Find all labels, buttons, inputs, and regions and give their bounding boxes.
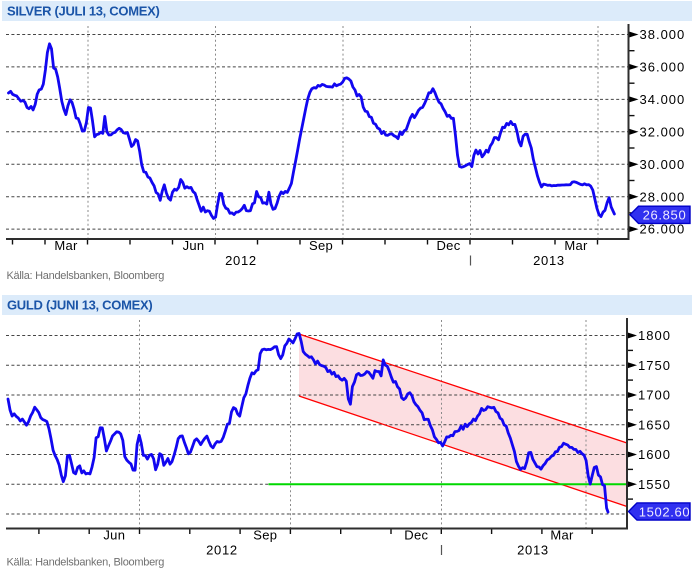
svg-text:1600: 1600 — [638, 447, 671, 462]
svg-text:26.850: 26.850 — [643, 208, 687, 223]
svg-text:2013: 2013 — [533, 253, 565, 268]
svg-text:Mar: Mar — [564, 238, 588, 253]
svg-text:Källa: Handelsbanken, Bloomber: Källa: Handelsbanken, Bloomberg — [7, 557, 165, 569]
svg-text:38.000: 38.000 — [640, 27, 686, 42]
svg-text:Mar: Mar — [54, 238, 78, 253]
svg-text:32.000: 32.000 — [640, 124, 686, 139]
svg-text:28.000: 28.000 — [640, 189, 686, 204]
svg-text:GULD (JUNI 13, COMEX): GULD (JUNI 13, COMEX) — [7, 297, 152, 312]
svg-text:Dec: Dec — [404, 528, 428, 543]
svg-text:SILVER (JULI 13, COMEX): SILVER (JULI 13, COMEX) — [7, 3, 160, 18]
svg-text:Jun: Jun — [183, 238, 205, 253]
svg-text:34.000: 34.000 — [640, 92, 686, 107]
svg-text:1502.60: 1502.60 — [639, 504, 691, 519]
svg-text:1650: 1650 — [638, 417, 671, 432]
svg-text:1800: 1800 — [638, 328, 671, 343]
svg-text:26.000: 26.000 — [640, 222, 686, 237]
svg-text:Dec: Dec — [436, 238, 460, 253]
svg-text:Sep: Sep — [253, 528, 277, 543]
svg-text:1750: 1750 — [638, 358, 671, 373]
svg-text:1700: 1700 — [638, 388, 671, 403]
svg-text:Jun: Jun — [103, 528, 125, 543]
svg-text:36.000: 36.000 — [640, 60, 686, 75]
svg-text:2012: 2012 — [225, 253, 257, 268]
svg-text:2013: 2013 — [517, 543, 549, 558]
svg-text:Sep: Sep — [309, 238, 333, 253]
svg-text:Källa: Handelsbanken, Bloomber: Källa: Handelsbanken, Bloomberg — [7, 270, 165, 282]
svg-text:1550: 1550 — [638, 477, 671, 492]
svg-text:30.000: 30.000 — [640, 157, 686, 172]
svg-text:2012: 2012 — [206, 543, 238, 558]
svg-text:Mar: Mar — [550, 528, 574, 543]
